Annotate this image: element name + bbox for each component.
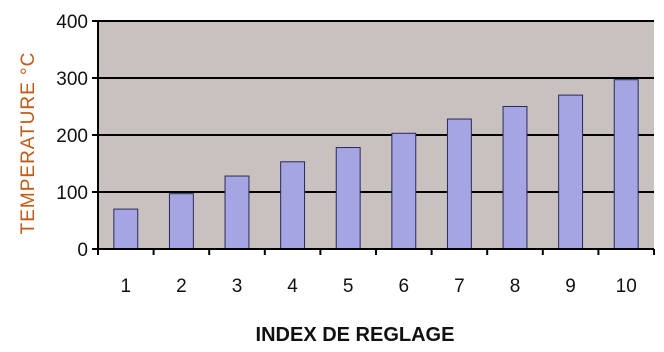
bar-6 xyxy=(391,132,417,250)
y-tick-labels: 0 100 200 300 400 xyxy=(56,12,88,261)
axes xyxy=(92,20,655,255)
bar-1 xyxy=(113,208,139,250)
y-axis-title: TEMPERATURE °C xyxy=(18,52,39,235)
x-tick-label: 3 xyxy=(232,276,243,297)
x-tick-labels: 1 2 3 4 5 6 7 8 9 10 xyxy=(121,276,637,297)
bar-9 xyxy=(558,94,584,250)
bars xyxy=(113,79,639,250)
x-tick-label: 2 xyxy=(176,276,187,297)
bar-3 xyxy=(224,175,250,250)
y-tick-label: 200 xyxy=(56,126,88,147)
x-tick-label: 1 xyxy=(121,276,132,297)
bar-5 xyxy=(335,147,361,250)
x-tick-label: 5 xyxy=(343,276,354,297)
x-tick-label: 8 xyxy=(510,276,521,297)
bar-8 xyxy=(502,106,528,250)
bar-2 xyxy=(168,193,194,250)
x-tick-label: 6 xyxy=(399,276,410,297)
y-tick-label: 300 xyxy=(56,69,88,90)
x-tick-label: 10 xyxy=(616,276,637,297)
x-tick-label: 4 xyxy=(287,276,298,297)
y-tick-label: 400 xyxy=(56,12,88,33)
bar-7 xyxy=(446,118,472,250)
y-tick-label: 0 xyxy=(77,240,88,261)
bar-10 xyxy=(613,79,639,250)
x-tick-label: 9 xyxy=(565,276,576,297)
y-tick-label: 100 xyxy=(56,183,88,204)
x-tick-label: 7 xyxy=(454,276,465,297)
bar-4 xyxy=(280,161,306,250)
x-axis-title: INDEX DE REGLAGE xyxy=(256,324,455,346)
